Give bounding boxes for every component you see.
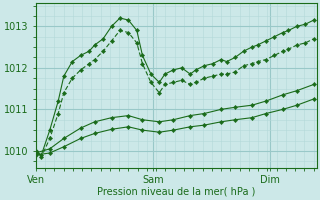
X-axis label: Pression niveau de la mer( hPa ): Pression niveau de la mer( hPa ) xyxy=(97,187,255,197)
